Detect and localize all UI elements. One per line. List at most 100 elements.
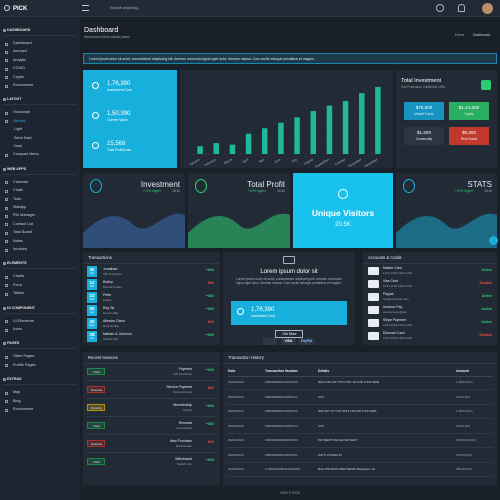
card-note: +10% higher xyxy=(143,189,161,193)
stat-icon xyxy=(237,308,244,315)
table-cell: IMS 947 ST TXN DIST 18 FOR 6 IFD ERB xyxy=(318,409,377,413)
sidebar-item[interactable]: Todo xyxy=(13,196,22,201)
sidebar-item[interactable]: UI Elements xyxy=(13,318,34,323)
card-note: +10% higher xyxy=(248,189,266,193)
sidebar-item[interactable]: Crypto xyxy=(13,74,25,79)
sidebar-divider xyxy=(3,268,77,270)
sidebar-item-icon xyxy=(5,153,8,157)
sidebar-item[interactable]: COVID xyxy=(13,66,26,71)
sidebar-item[interactable]: Map xyxy=(13,390,21,395)
invoice-amount: -800 xyxy=(206,440,214,444)
date-day: 30 xyxy=(89,266,95,272)
sidebar-item[interactable]: Invoices xyxy=(13,247,27,251)
sidebar-item[interactable]: Icons xyxy=(13,327,23,331)
account-icon xyxy=(368,319,379,327)
status-badge: Overdue xyxy=(87,440,105,447)
sidebar-item[interactable]: Contact List xyxy=(13,221,34,226)
promo-stat: 1,76,390 Investment Cost xyxy=(231,301,347,325)
date-badge: 06 Apr xyxy=(87,305,97,316)
sidebar-section-title: WEB APPS xyxy=(7,166,27,171)
table-cell: 0000000000000000000 xyxy=(265,438,298,442)
sidebar-item-icon xyxy=(5,275,8,279)
status-text: Overdue xyxy=(90,441,103,446)
date-month: Jun xyxy=(89,337,95,340)
status-badge: Pending xyxy=(87,404,105,411)
account-status: Active xyxy=(481,268,492,272)
sidebar-item[interactable]: Compact Menu xyxy=(13,152,39,157)
summary-card: STATS +10% higher 28.3k xyxy=(396,173,497,248)
card-note-value: 28.3k xyxy=(277,189,285,193)
sidebar-item[interactable]: Profile Pages xyxy=(13,362,36,367)
card-logo-text: PayPal xyxy=(300,338,313,343)
sparkline-area xyxy=(83,213,185,248)
sidebar-item[interactable]: Vertical xyxy=(13,118,26,123)
sidebar-item[interactable]: Task Board xyxy=(13,230,32,235)
invoice-name: Membership xyxy=(173,402,192,407)
card-icon xyxy=(403,179,415,193)
transaction-amount: +800 xyxy=(205,332,214,337)
sidebar-item[interactable]: Form xyxy=(13,282,22,287)
avatar[interactable] xyxy=(482,3,493,14)
sidebar-item[interactable]: Horizontal xyxy=(13,110,31,115)
sidebar-divider xyxy=(3,173,77,175)
promo-card: Lorem ipsum dolor sit Lorem ipsum dolor s… xyxy=(223,252,355,345)
sidebar-item[interactable]: Tables xyxy=(13,291,24,296)
sidebar-section-icon xyxy=(3,167,6,171)
account-detail: 1234 1234 1234 1234 xyxy=(383,323,413,327)
sidebar-divider xyxy=(3,312,77,314)
date-month: Jan xyxy=(89,272,95,275)
sidebar-section-title: EXTRAS xyxy=(7,377,22,382)
sidebar-item[interactable]: Blog xyxy=(13,398,21,403)
sidebar-item[interactable]: Dark xyxy=(14,144,23,148)
sidebar-item[interactable]: Light xyxy=(14,127,23,132)
card-note: +10% higher xyxy=(455,189,473,193)
table-cell: 9999999986432899741 xyxy=(265,394,298,399)
table-cell: IMS FOR SIP TXN DIST 18 FOR 6 IFD ERB xyxy=(318,380,379,384)
sidebar-item[interactable]: Analytic xyxy=(13,57,27,62)
bar xyxy=(359,93,365,154)
card-logo: VISA xyxy=(281,338,296,345)
date-badge: 26 May xyxy=(87,318,97,329)
sidebar-item-icon xyxy=(5,223,8,227)
sidebar-item[interactable]: Calendar xyxy=(13,179,29,184)
investment-tile: $1,600 Commodity xyxy=(404,127,444,145)
transaction-amount: -800 xyxy=(206,280,214,285)
sparkline xyxy=(188,213,290,248)
sidebar-item-icon xyxy=(5,214,8,218)
bar xyxy=(326,105,333,154)
account-detail: 1234 1234 1234 1234 xyxy=(383,336,413,340)
bar-chart: January February March April May June July Augu… xyxy=(189,75,386,168)
menu-toggle[interactable] xyxy=(82,5,89,11)
sparkline-area xyxy=(396,213,497,248)
sidebar-item[interactable]: Chats xyxy=(13,188,23,193)
get-more-button[interactable]: Get More xyxy=(275,330,303,338)
sidebar-item[interactable]: Account xyxy=(13,49,27,54)
sidebar-item[interactable]: Mailapp xyxy=(13,205,27,209)
table-cell: 1,400.0 (Dr) xyxy=(456,380,473,384)
sidebar-item[interactable]: Ecommerce xyxy=(13,407,34,411)
stat-icon xyxy=(92,142,99,149)
summary-card: Investment +10% higher 28.3k xyxy=(83,173,185,248)
button-label[interactable]: Get More xyxy=(282,332,297,336)
sidebar-item[interactable]: Notes xyxy=(13,238,23,243)
card-header: Transaction History xyxy=(228,355,264,360)
table-cell: 22.00 (Dr) xyxy=(456,394,470,399)
sidebar-item[interactable]: Charts xyxy=(13,274,25,279)
card-header: Recent Invoices xyxy=(88,355,118,360)
settings-icon[interactable] xyxy=(436,4,444,12)
sidebar-item[interactable]: Semi Dark xyxy=(14,135,32,140)
invoice-name: New Purchase xyxy=(169,438,192,443)
sidebar-item[interactable]: File Manager xyxy=(13,213,36,218)
sidebar-item[interactable]: Ecommerce xyxy=(13,83,34,87)
account-status: Disable xyxy=(479,281,492,285)
transaction-name: Bobby xyxy=(103,279,113,284)
invoice-sub: Mutual Funds xyxy=(173,389,192,394)
date-day: 06 xyxy=(89,305,95,311)
scroll-top-button[interactable] xyxy=(489,236,498,245)
sidebar-section-icon xyxy=(3,98,6,102)
sidebar-item[interactable]: Dashboard xyxy=(13,41,32,45)
notification-icon[interactable] xyxy=(458,4,465,12)
card-note-value: 28.3k xyxy=(484,189,492,193)
sidebar-item[interactable]: Other Pages xyxy=(13,354,35,359)
